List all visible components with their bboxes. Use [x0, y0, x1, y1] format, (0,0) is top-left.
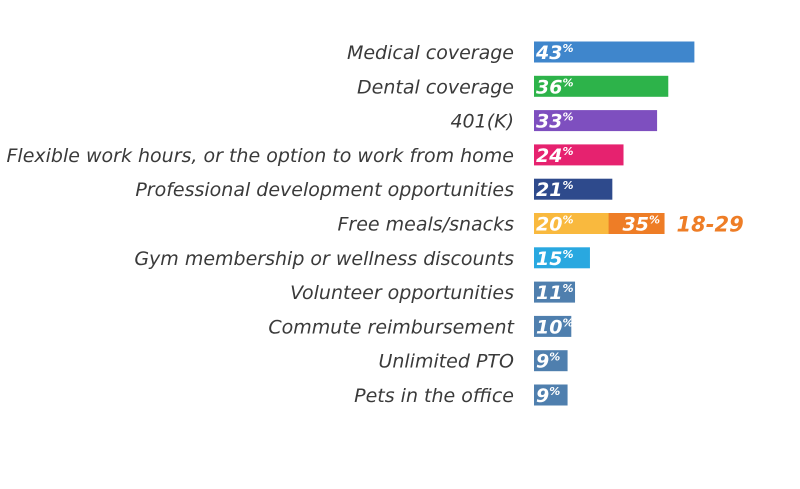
category-label: Free meals/snacks: [337, 214, 514, 236]
bar: [534, 247, 590, 269]
bar: [534, 213, 609, 234]
category-label: Unlimited PTO: [378, 351, 514, 373]
bar: [534, 384, 568, 406]
bar: [534, 178, 613, 200]
bar: [534, 315, 572, 337]
category-label: Professional development opportunities: [135, 179, 514, 201]
category-label: Flexible work hours, or the option to wo…: [7, 145, 515, 167]
bar: [534, 350, 568, 372]
category-label: Commute reimbursement: [268, 316, 515, 338]
category-label: Volunteer opportunities: [290, 282, 514, 304]
category-label: Pets in the office: [354, 385, 514, 407]
category-label: 401(K): [450, 111, 514, 133]
bar: [534, 144, 624, 166]
category-label: Gym membership or wellness discounts: [134, 248, 514, 270]
category-label: Dental coverage: [357, 76, 514, 98]
bar: [534, 110, 658, 132]
category-label: Medical coverage: [347, 42, 514, 64]
bar: [534, 41, 695, 63]
bar: [534, 75, 669, 97]
bar: [534, 281, 576, 303]
annotation-label: 18-29: [677, 213, 744, 237]
